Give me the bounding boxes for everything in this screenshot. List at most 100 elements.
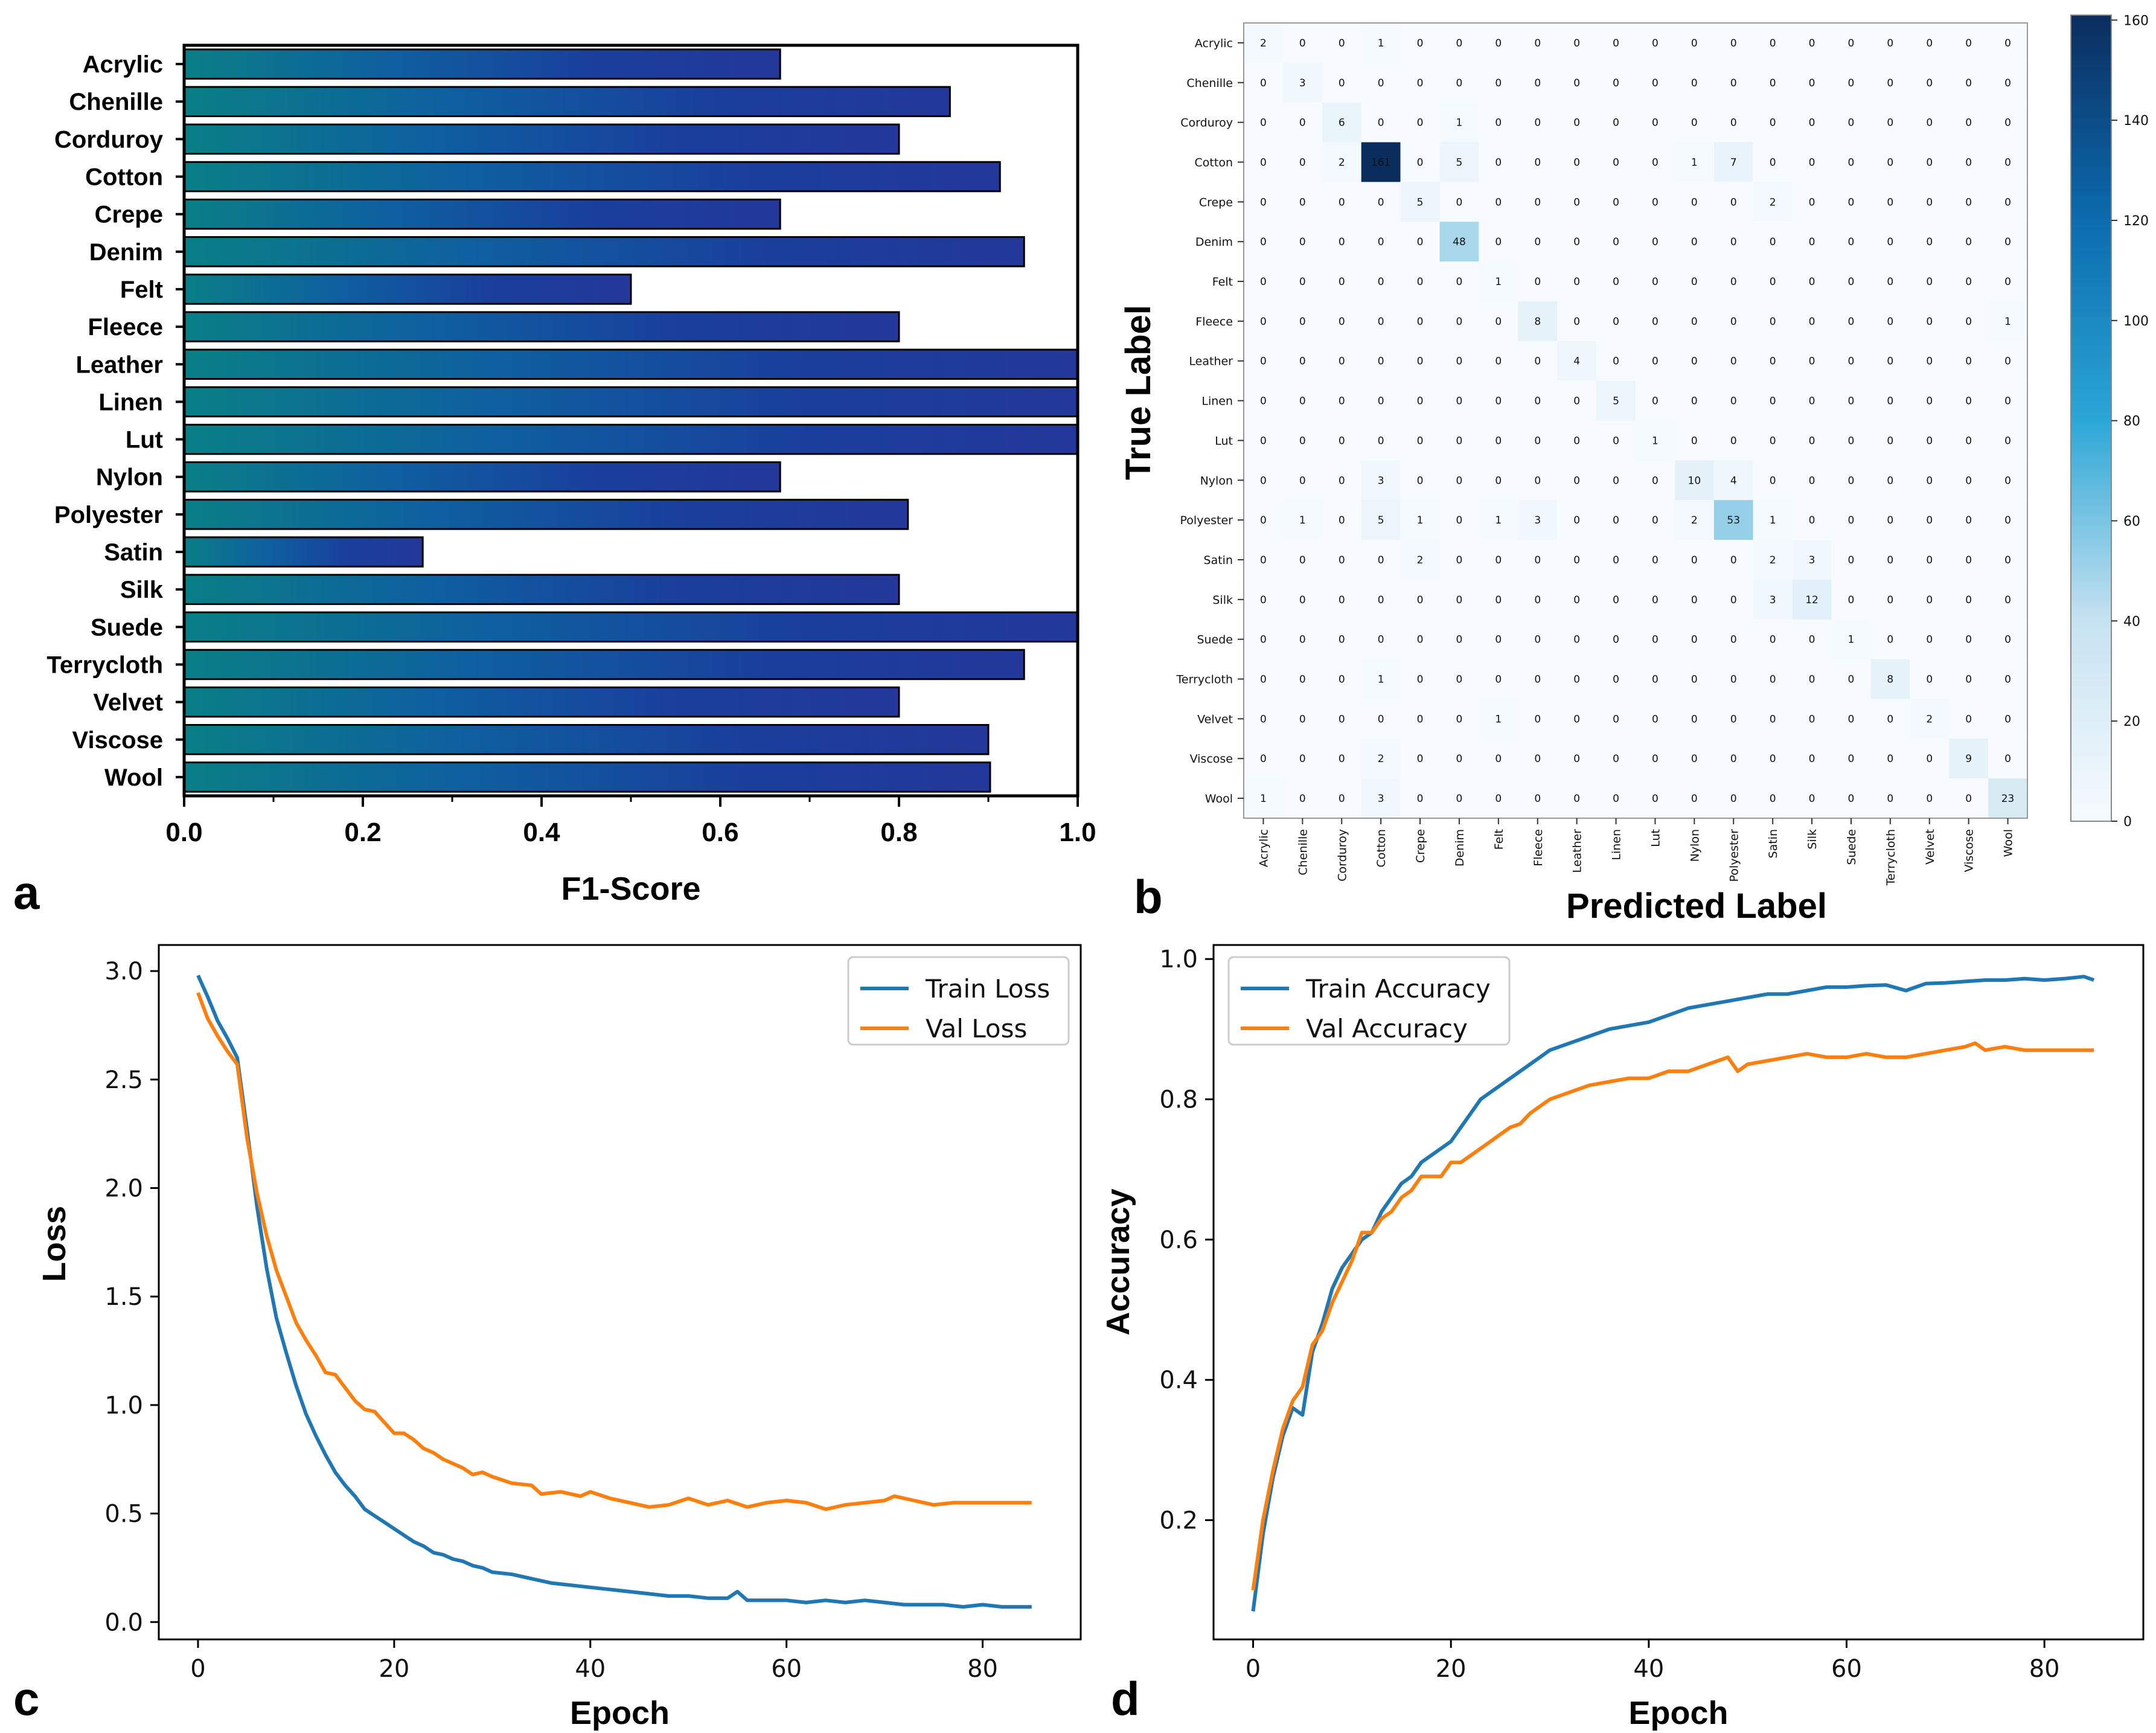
cell: [1596, 619, 1636, 659]
cell: [1949, 420, 1989, 461]
cell-value: 0: [1378, 713, 1384, 725]
cell-value: 0: [1809, 276, 1815, 288]
bar-terrycloth: [183, 649, 1025, 681]
cell: [1988, 62, 2027, 103]
cell: [1439, 261, 1479, 301]
y-tick-label: 3.0: [104, 958, 143, 985]
cell-value: 0: [1534, 594, 1541, 606]
cell: [1479, 460, 1518, 501]
cell: [1674, 182, 1714, 222]
cell: [1636, 261, 1675, 301]
cell-value: 1: [1378, 674, 1384, 686]
cell-value: 0: [1495, 674, 1502, 686]
cell: [1282, 659, 1322, 699]
cell-value: 3: [1299, 77, 1306, 89]
cell-value: 0: [1417, 236, 1424, 248]
cell-value: 0: [1417, 117, 1424, 129]
cell: [1596, 62, 1636, 103]
cell-value: 0: [1848, 356, 1855, 368]
cell: [1949, 102, 1989, 143]
x-axis-label: Epoch: [1628, 1695, 1728, 1731]
cell-value: 0: [1573, 674, 1580, 686]
cell-value: 0: [1260, 435, 1267, 447]
cell-value: 0: [1573, 37, 1580, 50]
cell-value: 0: [1456, 356, 1463, 368]
bar-suede: [183, 611, 1079, 643]
cell: [1439, 420, 1479, 461]
cell: [1361, 659, 1401, 699]
cell: [1361, 23, 1401, 63]
cell-value: 0: [1652, 236, 1659, 248]
cell: [1282, 738, 1322, 779]
x-tick-label: Polyester: [1727, 829, 1741, 882]
cell-value: 4: [1573, 356, 1580, 368]
cell: [1518, 341, 1558, 381]
cell-value: 1: [1378, 37, 1384, 50]
cell: [1988, 23, 2027, 63]
cell-value: 0: [1926, 37, 1933, 50]
cell: [1244, 222, 1283, 262]
cell: [1479, 222, 1518, 262]
cell: [1400, 579, 1440, 620]
series-line-train-accuracy: [1251, 975, 2095, 1612]
cell: [1988, 659, 2027, 699]
cell-value: 0: [1613, 156, 1619, 168]
y-tick-label: 1.5: [104, 1283, 143, 1311]
cell: [1244, 301, 1283, 341]
cell: [1557, 142, 1597, 182]
y-tick-label: Suede: [1197, 633, 1233, 647]
cell: [1244, 699, 1283, 739]
cell-value: 0: [1378, 276, 1384, 288]
cell-value: 0: [1887, 793, 1893, 805]
bar-felt: [183, 274, 632, 305]
cell: [1831, 738, 1871, 779]
cell-value: 0: [2004, 236, 2011, 248]
cell-value: 0: [1495, 396, 1502, 408]
cell-value: 0: [1456, 634, 1463, 646]
legend-label: Val Accuracy: [1306, 1014, 1468, 1043]
cell: [1479, 738, 1518, 779]
cell-value: 0: [1456, 396, 1463, 408]
cell-value: 0: [1926, 475, 1933, 487]
cell: [1439, 142, 1479, 182]
cell: [1949, 778, 1989, 818]
cell: [1988, 222, 2027, 262]
cell-value: 0: [1339, 674, 1345, 686]
cell-value: 0: [1495, 793, 1502, 805]
cell-value: 5: [1456, 156, 1463, 168]
x-tick-label: Felt: [1492, 829, 1506, 850]
cell: [1282, 699, 1322, 739]
y-tick-label: Nylon: [1200, 474, 1233, 487]
y-tick-label: Fleece: [1195, 315, 1233, 328]
cell-value: 0: [1573, 634, 1580, 646]
y-tick-label: Velvet: [93, 690, 163, 716]
cell-value: 0: [1299, 156, 1306, 168]
cell-value: 0: [1339, 316, 1345, 328]
cell-value: 6: [1339, 117, 1345, 129]
cell: [1400, 738, 1440, 779]
cell: [1244, 341, 1283, 381]
cell: [1282, 182, 1322, 222]
cell: [1831, 699, 1871, 739]
cell: [1400, 659, 1440, 699]
cell-value: 0: [1965, 236, 1972, 248]
cell-value: 0: [2004, 475, 2011, 487]
cell-value: 0: [1730, 356, 1737, 368]
cell: [1910, 619, 1950, 659]
cell: [1282, 579, 1322, 620]
x-tick-label: 0: [1246, 1655, 1261, 1683]
cell: [1361, 540, 1401, 580]
cell-value: 0: [1456, 475, 1463, 487]
y-tick-label: 0.8: [1159, 1086, 1198, 1114]
cell-value: 0: [1652, 634, 1659, 646]
cell-value: 0: [1887, 77, 1893, 89]
cell-value: 0: [1965, 37, 1972, 50]
cell-value: 0: [1495, 554, 1502, 566]
cell: [1988, 460, 2027, 501]
cell-value: 0: [1613, 117, 1619, 129]
cell: [1674, 738, 1714, 779]
y-tick-label: Lut: [126, 427, 163, 453]
bar-viscose: [183, 724, 990, 755]
cell-value: 0: [1339, 594, 1345, 606]
cell: [1479, 62, 1518, 103]
